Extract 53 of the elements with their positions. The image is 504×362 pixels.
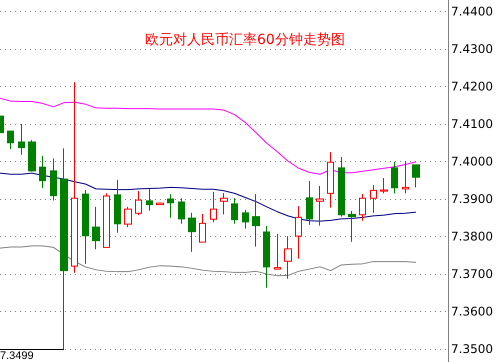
annotation: 7.3499 <box>0 350 34 362</box>
candlestick <box>284 236 292 280</box>
candlestick <box>124 206 132 228</box>
candlestick <box>306 180 313 226</box>
candlestick <box>263 225 270 288</box>
candlestick <box>359 194 366 222</box>
candlestick <box>103 192 110 248</box>
y-tick-label: 7.3700 <box>451 266 493 281</box>
candlestick <box>348 210 356 242</box>
candlestick <box>391 161 398 194</box>
candlestick <box>28 140 36 172</box>
candlestick <box>178 198 185 224</box>
candlestick <box>50 158 57 201</box>
text: 欧元对人民币汇率60分钟走势图 <box>145 32 345 48</box>
y-tick-label: 7.3600 <box>451 304 493 318</box>
y-tick-label: 7.4100 <box>451 117 493 132</box>
y-tick-label: 7.4200 <box>451 80 493 94</box>
candlestick <box>199 213 206 243</box>
candlestick <box>146 188 153 212</box>
candlestick <box>231 198 238 224</box>
candlestick <box>380 178 388 194</box>
candlestick <box>92 206 100 250</box>
candlestick <box>252 194 260 248</box>
candlestick <box>242 209 249 230</box>
y-tick-label: 7.3800 <box>451 229 493 244</box>
candlestick <box>327 152 334 208</box>
candlestick <box>167 194 174 218</box>
candlestick <box>370 184 377 214</box>
y-tick-label: 7.3500 <box>451 342 493 356</box>
candlestick <box>39 155 46 189</box>
line-series <box>0 98 416 175</box>
y-tick-label: 7.4400 <box>451 4 493 19</box>
candlestick <box>156 202 164 206</box>
candlestick <box>412 164 420 188</box>
candlestick <box>220 192 228 215</box>
y-tick-label: 7.4300 <box>451 42 493 56</box>
line-series <box>0 172 416 222</box>
y-tick-label: 7.3900 <box>451 192 493 206</box>
candlestick <box>82 189 89 264</box>
candlestick <box>7 130 14 150</box>
candlestick <box>71 82 78 274</box>
candlestick <box>188 212 196 252</box>
candlestick <box>114 179 121 234</box>
y-tick-label: 7.4000 <box>451 154 493 169</box>
candlestick <box>60 148 68 350</box>
candlestick <box>338 156 345 218</box>
candlestick <box>210 191 217 223</box>
candlestick <box>316 185 324 226</box>
candlestick <box>18 124 25 156</box>
candlestick <box>135 190 142 216</box>
candlestick <box>274 233 281 270</box>
candlestick <box>295 206 302 260</box>
candlestick <box>402 160 409 194</box>
